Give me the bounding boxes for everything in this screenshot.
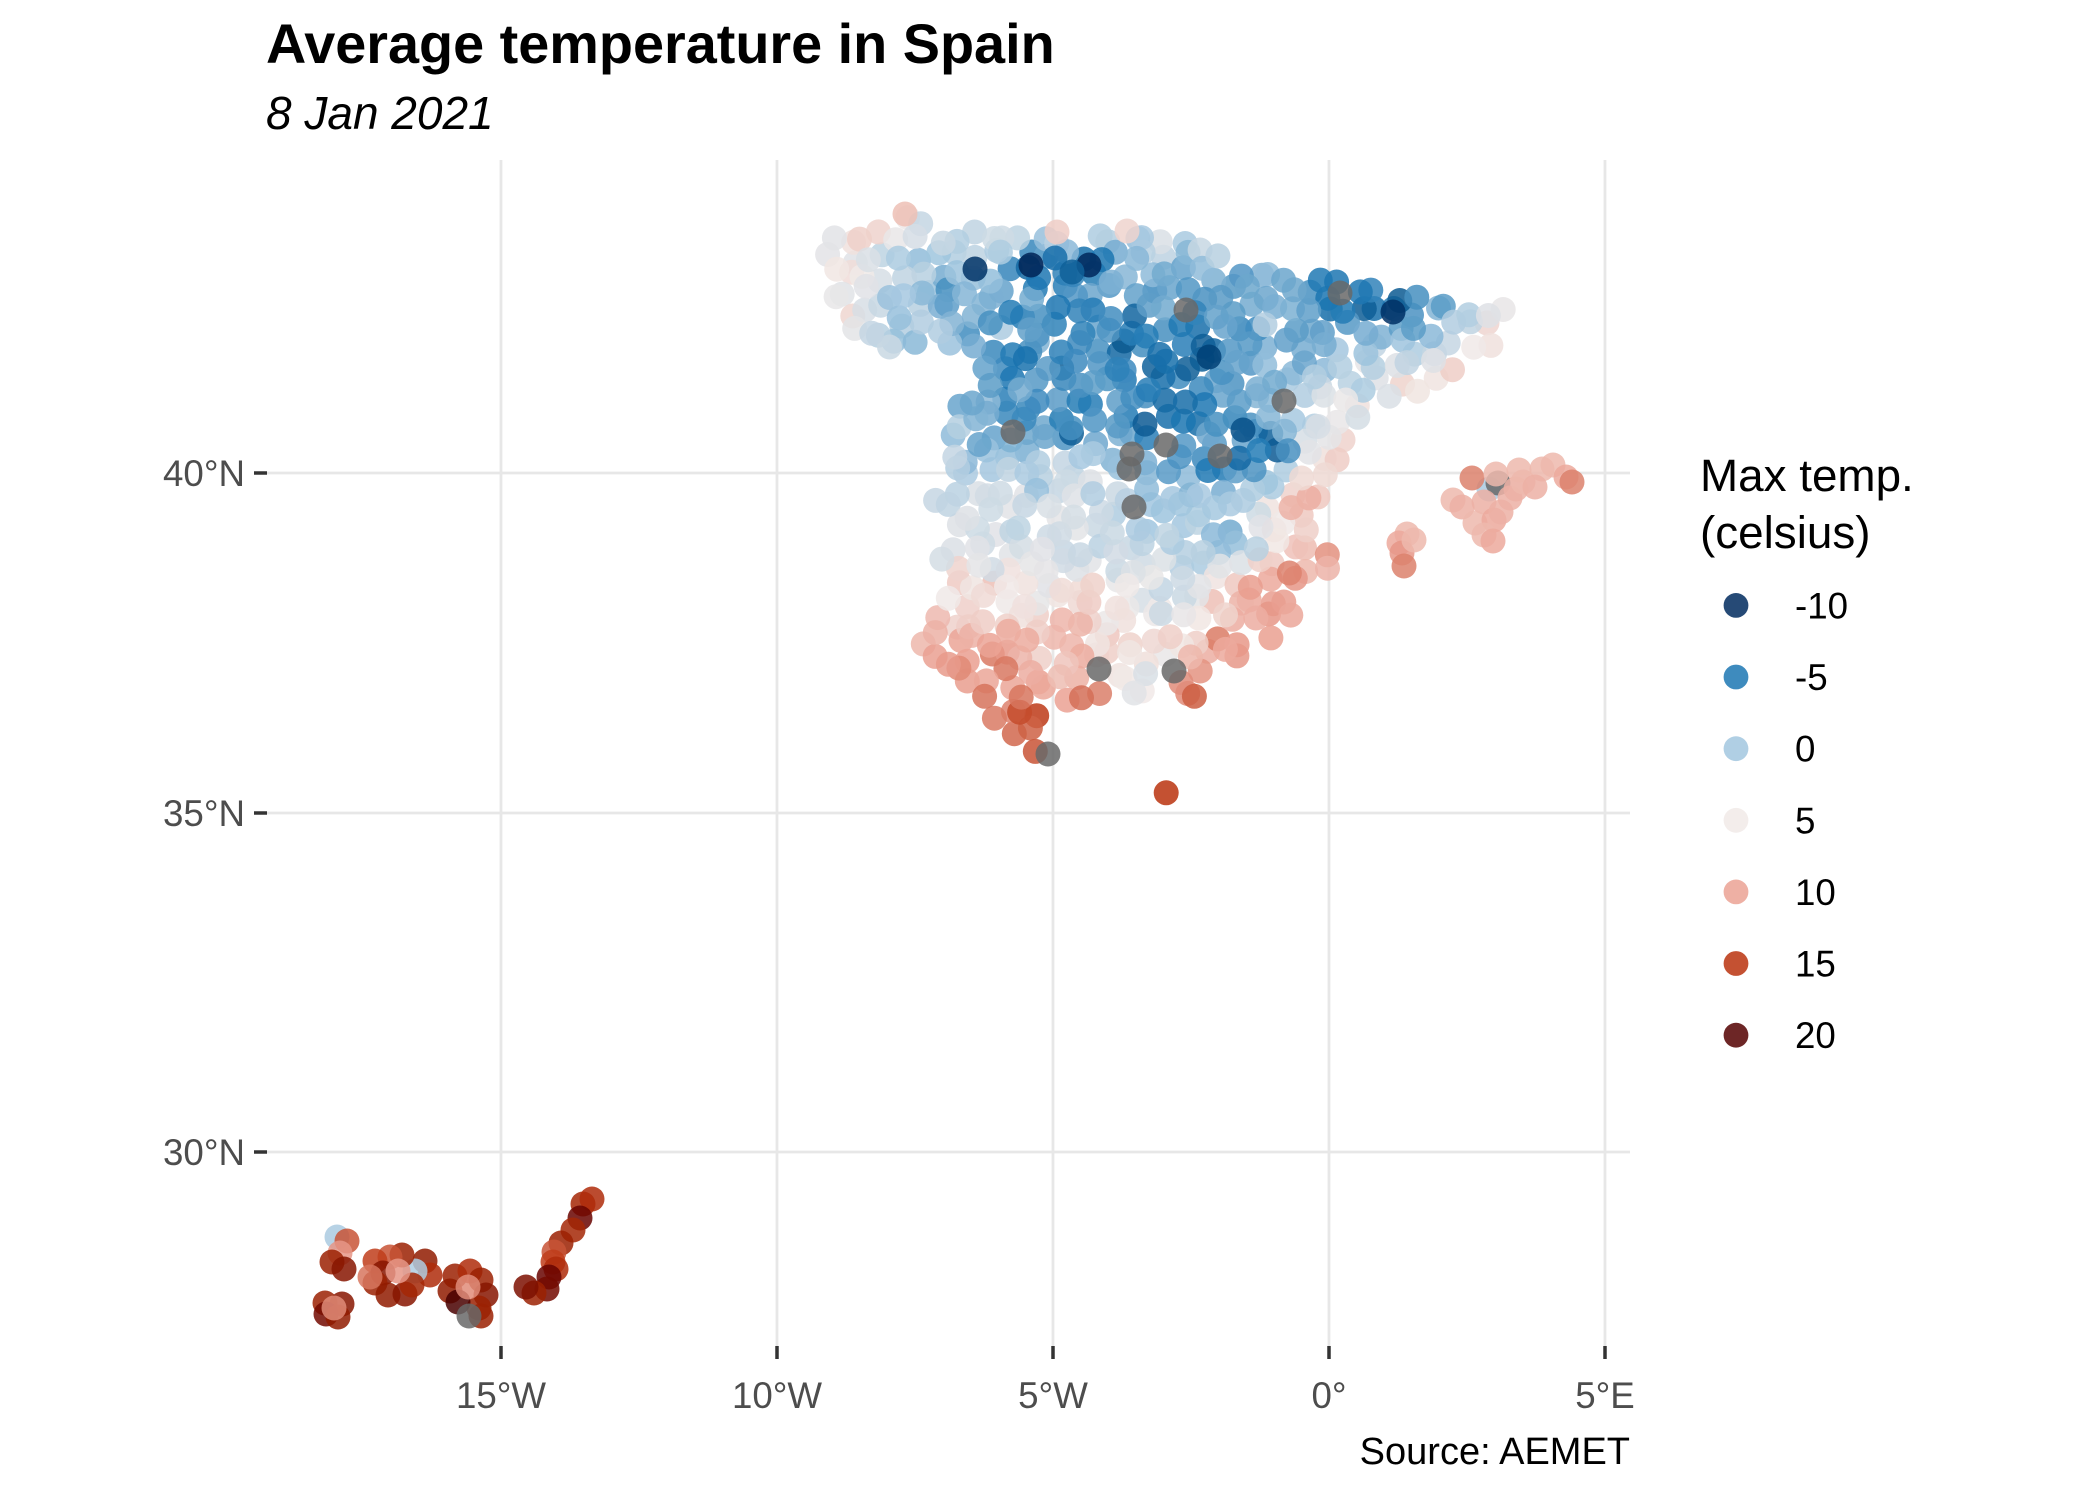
svg-text:0°: 0°: [1311, 1375, 1346, 1416]
svg-text:15: 15: [1795, 944, 1836, 985]
svg-text:30°N: 30°N: [163, 1132, 245, 1173]
svg-text:-10: -10: [1795, 585, 1848, 626]
svg-text:20: 20: [1795, 1015, 1836, 1056]
svg-text:Max temp.: Max temp.: [1700, 450, 1914, 501]
svg-text:(celsius): (celsius): [1700, 507, 1871, 558]
svg-text:Average temperature in Spain: Average temperature in Spain: [266, 12, 1055, 75]
svg-text:10: 10: [1795, 872, 1836, 913]
svg-text:-5: -5: [1795, 657, 1828, 698]
svg-text:5°E: 5°E: [1575, 1375, 1635, 1416]
svg-text:15°W: 15°W: [456, 1375, 546, 1416]
svg-text:35°N: 35°N: [163, 793, 245, 834]
svg-text:40°N: 40°N: [163, 453, 245, 494]
svg-text:Source: AEMET: Source: AEMET: [1360, 1431, 1630, 1473]
svg-text:5: 5: [1795, 800, 1815, 841]
svg-text:0: 0: [1795, 729, 1815, 770]
svg-text:5°W: 5°W: [1018, 1375, 1088, 1416]
svg-text:8 Jan 2021: 8 Jan 2021: [266, 87, 494, 139]
svg-text:10°W: 10°W: [732, 1375, 822, 1416]
